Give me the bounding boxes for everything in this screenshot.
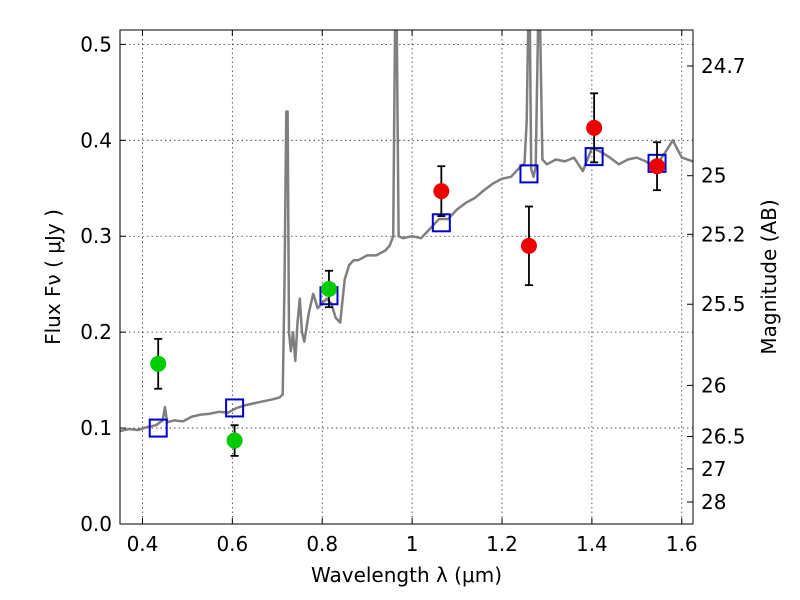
y-tick-label: 0.2 bbox=[80, 320, 112, 344]
y-tick-label: 0.0 bbox=[80, 512, 112, 536]
photometry-point bbox=[320, 280, 337, 297]
photometry-point bbox=[226, 432, 243, 449]
mag-tick-label: 26 bbox=[701, 373, 726, 397]
model-flux-square bbox=[225, 398, 245, 418]
photometry-point bbox=[586, 119, 603, 136]
mag-tick-label: 28 bbox=[701, 490, 726, 514]
mag-tick-label: 24.7 bbox=[701, 54, 746, 78]
photometry-layer bbox=[148, 92, 667, 457]
mag-tick-label: 25.2 bbox=[701, 222, 746, 246]
x-tick-label: 1.2 bbox=[486, 532, 518, 556]
x-tick-label: 1.4 bbox=[576, 532, 608, 556]
y-tick-label: 0.1 bbox=[80, 416, 112, 440]
y-tick-label: 0.5 bbox=[80, 32, 112, 56]
x-tick-label: 0.6 bbox=[216, 532, 248, 556]
right-axis-title: Magnitude (AB) bbox=[757, 199, 781, 354]
mag-tick-label: 25 bbox=[701, 164, 726, 188]
mag-tick-label: 26.5 bbox=[701, 425, 746, 449]
x-axis-title: Wavelength λ (μm) bbox=[311, 563, 502, 587]
x-tick-label: 1 bbox=[406, 532, 419, 556]
model-flux-square bbox=[519, 164, 539, 184]
photometry-point bbox=[150, 355, 167, 372]
spectrum-line bbox=[120, 30, 693, 433]
y-tick-label: 0.4 bbox=[80, 128, 112, 152]
photometry-point bbox=[520, 237, 537, 254]
model-flux-square bbox=[148, 418, 168, 438]
tick-layer: 0.4 0.6 0.8 1 1.2 1.4 1.6 0.0 0.1 0.2 0.3 0.4 0.5 24.… bbox=[80, 30, 746, 556]
x-tick-label: 0.4 bbox=[127, 532, 159, 556]
mag-tick-label: 27 bbox=[701, 457, 726, 481]
x-tick-label: 1.6 bbox=[666, 532, 698, 556]
y-axis-title: Flux Fν ( μJy ) bbox=[41, 209, 65, 345]
x-tick-label: 0.8 bbox=[306, 532, 338, 556]
plot-frame bbox=[119, 29, 694, 525]
spectrum-layer bbox=[120, 30, 693, 433]
photometry-point bbox=[649, 158, 666, 175]
photometry-point bbox=[433, 183, 450, 200]
y-tick-label: 0.3 bbox=[80, 224, 112, 248]
grid-layer bbox=[120, 30, 693, 524]
mag-tick-label: 25.5 bbox=[701, 292, 746, 316]
